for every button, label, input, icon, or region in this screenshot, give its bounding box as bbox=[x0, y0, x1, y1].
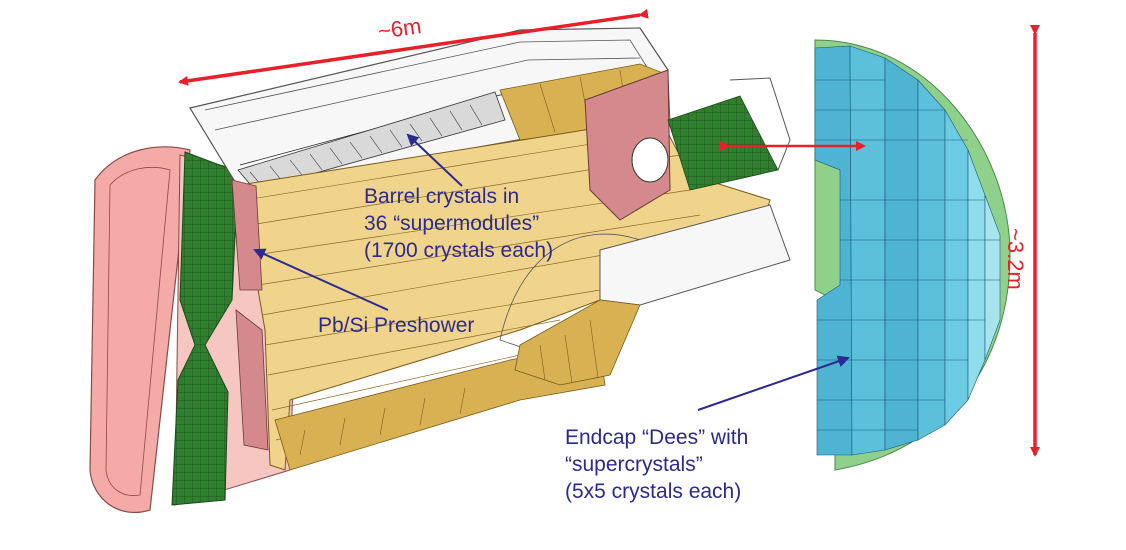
barrel-label: Barrel crystals in 36 “supermodules” (17… bbox=[364, 183, 553, 264]
barrel-label-line-1: Barrel crystals in bbox=[364, 185, 520, 208]
endcap-dee bbox=[814, 39, 1011, 471]
left-endcap-green bbox=[171, 151, 239, 506]
barrel-label-line-2: 36 “supermodules” bbox=[364, 212, 540, 235]
preshower-leader-arrow bbox=[253, 248, 389, 311]
endcap-leader-arrow bbox=[697, 355, 850, 411]
length-dimension-arrow bbox=[178, 8, 649, 86]
endcap-label-line-2: “supercrystals” bbox=[565, 453, 703, 476]
barrel-label-line-3: (1700 crystals each) bbox=[364, 239, 554, 262]
barrel-leader-arrow bbox=[406, 133, 463, 187]
endcap-label-line-3: (5x5 crystals each) bbox=[565, 480, 742, 503]
endcap-label-line-1: Endcap “Dees” with bbox=[565, 426, 749, 449]
preshower-label: Pb/Si Preshower bbox=[318, 314, 475, 337]
preshower-strip bbox=[231, 179, 269, 451]
height-label: ~3.2m bbox=[1003, 228, 1028, 290]
supercrystal-columns bbox=[814, 45, 1001, 456]
endcap-label: Endcap “Dees” with “supercrystals” (5x5 … bbox=[565, 424, 748, 505]
